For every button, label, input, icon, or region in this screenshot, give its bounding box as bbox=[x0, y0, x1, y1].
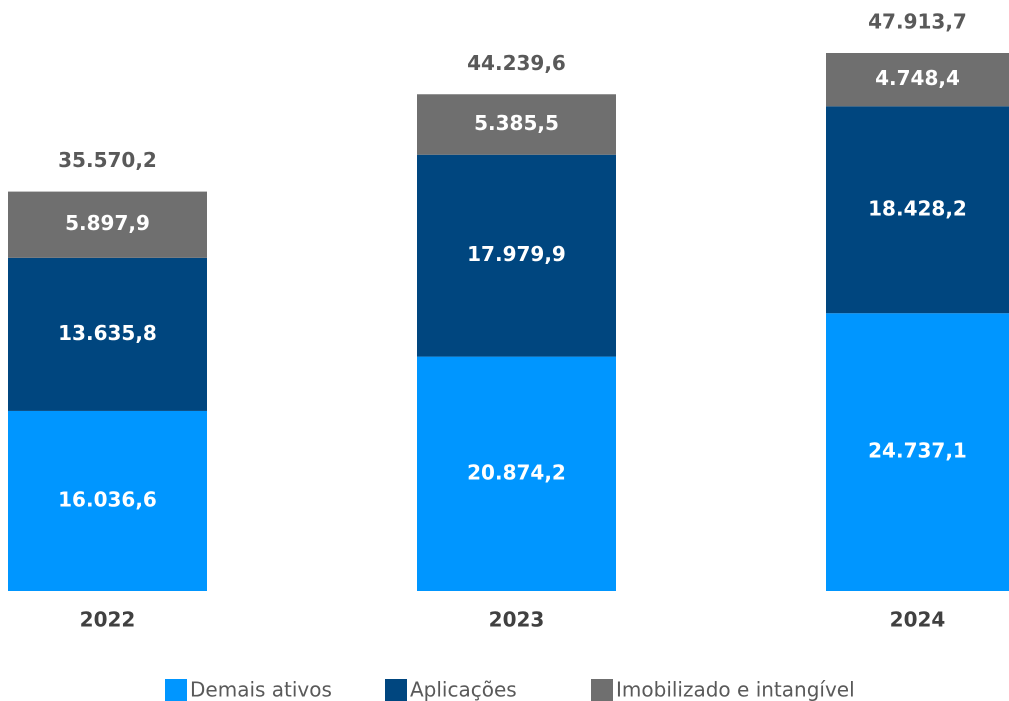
bar-segment bbox=[8, 191, 207, 258]
total-label: 47.913,7 bbox=[868, 10, 967, 34]
bar-segment bbox=[417, 356, 616, 591]
legend-label: Imobilizado e intangível bbox=[616, 678, 855, 701]
segment-label: 18.428,2 bbox=[868, 196, 967, 220]
segment-label: 13.635,8 bbox=[58, 321, 157, 345]
segment-label: 20.874,2 bbox=[467, 460, 566, 484]
legend-swatch bbox=[165, 679, 187, 701]
bar-segment bbox=[826, 53, 1009, 107]
bar-segment bbox=[417, 94, 616, 155]
legend-swatch bbox=[385, 679, 407, 701]
legend-swatch bbox=[591, 679, 613, 701]
total-label: 35.570,2 bbox=[58, 148, 157, 172]
legend-label: Demais ativos bbox=[190, 678, 332, 701]
x-tick-label: 2024 bbox=[890, 608, 946, 632]
bar-segment bbox=[8, 410, 207, 591]
bar-segment bbox=[826, 313, 1009, 591]
segment-label: 24.737,1 bbox=[868, 439, 967, 463]
total-label: 44.239,6 bbox=[467, 51, 566, 75]
bar-segment bbox=[417, 154, 616, 357]
segment-label: 5.385,5 bbox=[474, 111, 559, 135]
segment-label: 17.979,9 bbox=[467, 242, 566, 266]
x-tick-label: 2022 bbox=[80, 608, 136, 632]
bar-segment bbox=[826, 106, 1009, 314]
segment-label: 16.036,6 bbox=[58, 487, 157, 511]
x-tick-label: 2023 bbox=[489, 608, 545, 632]
legend-label: Aplicações bbox=[410, 678, 517, 701]
segment-label: 4.748,4 bbox=[875, 66, 960, 90]
bar-segment bbox=[8, 257, 207, 411]
segment-label: 5.897,9 bbox=[65, 211, 150, 235]
